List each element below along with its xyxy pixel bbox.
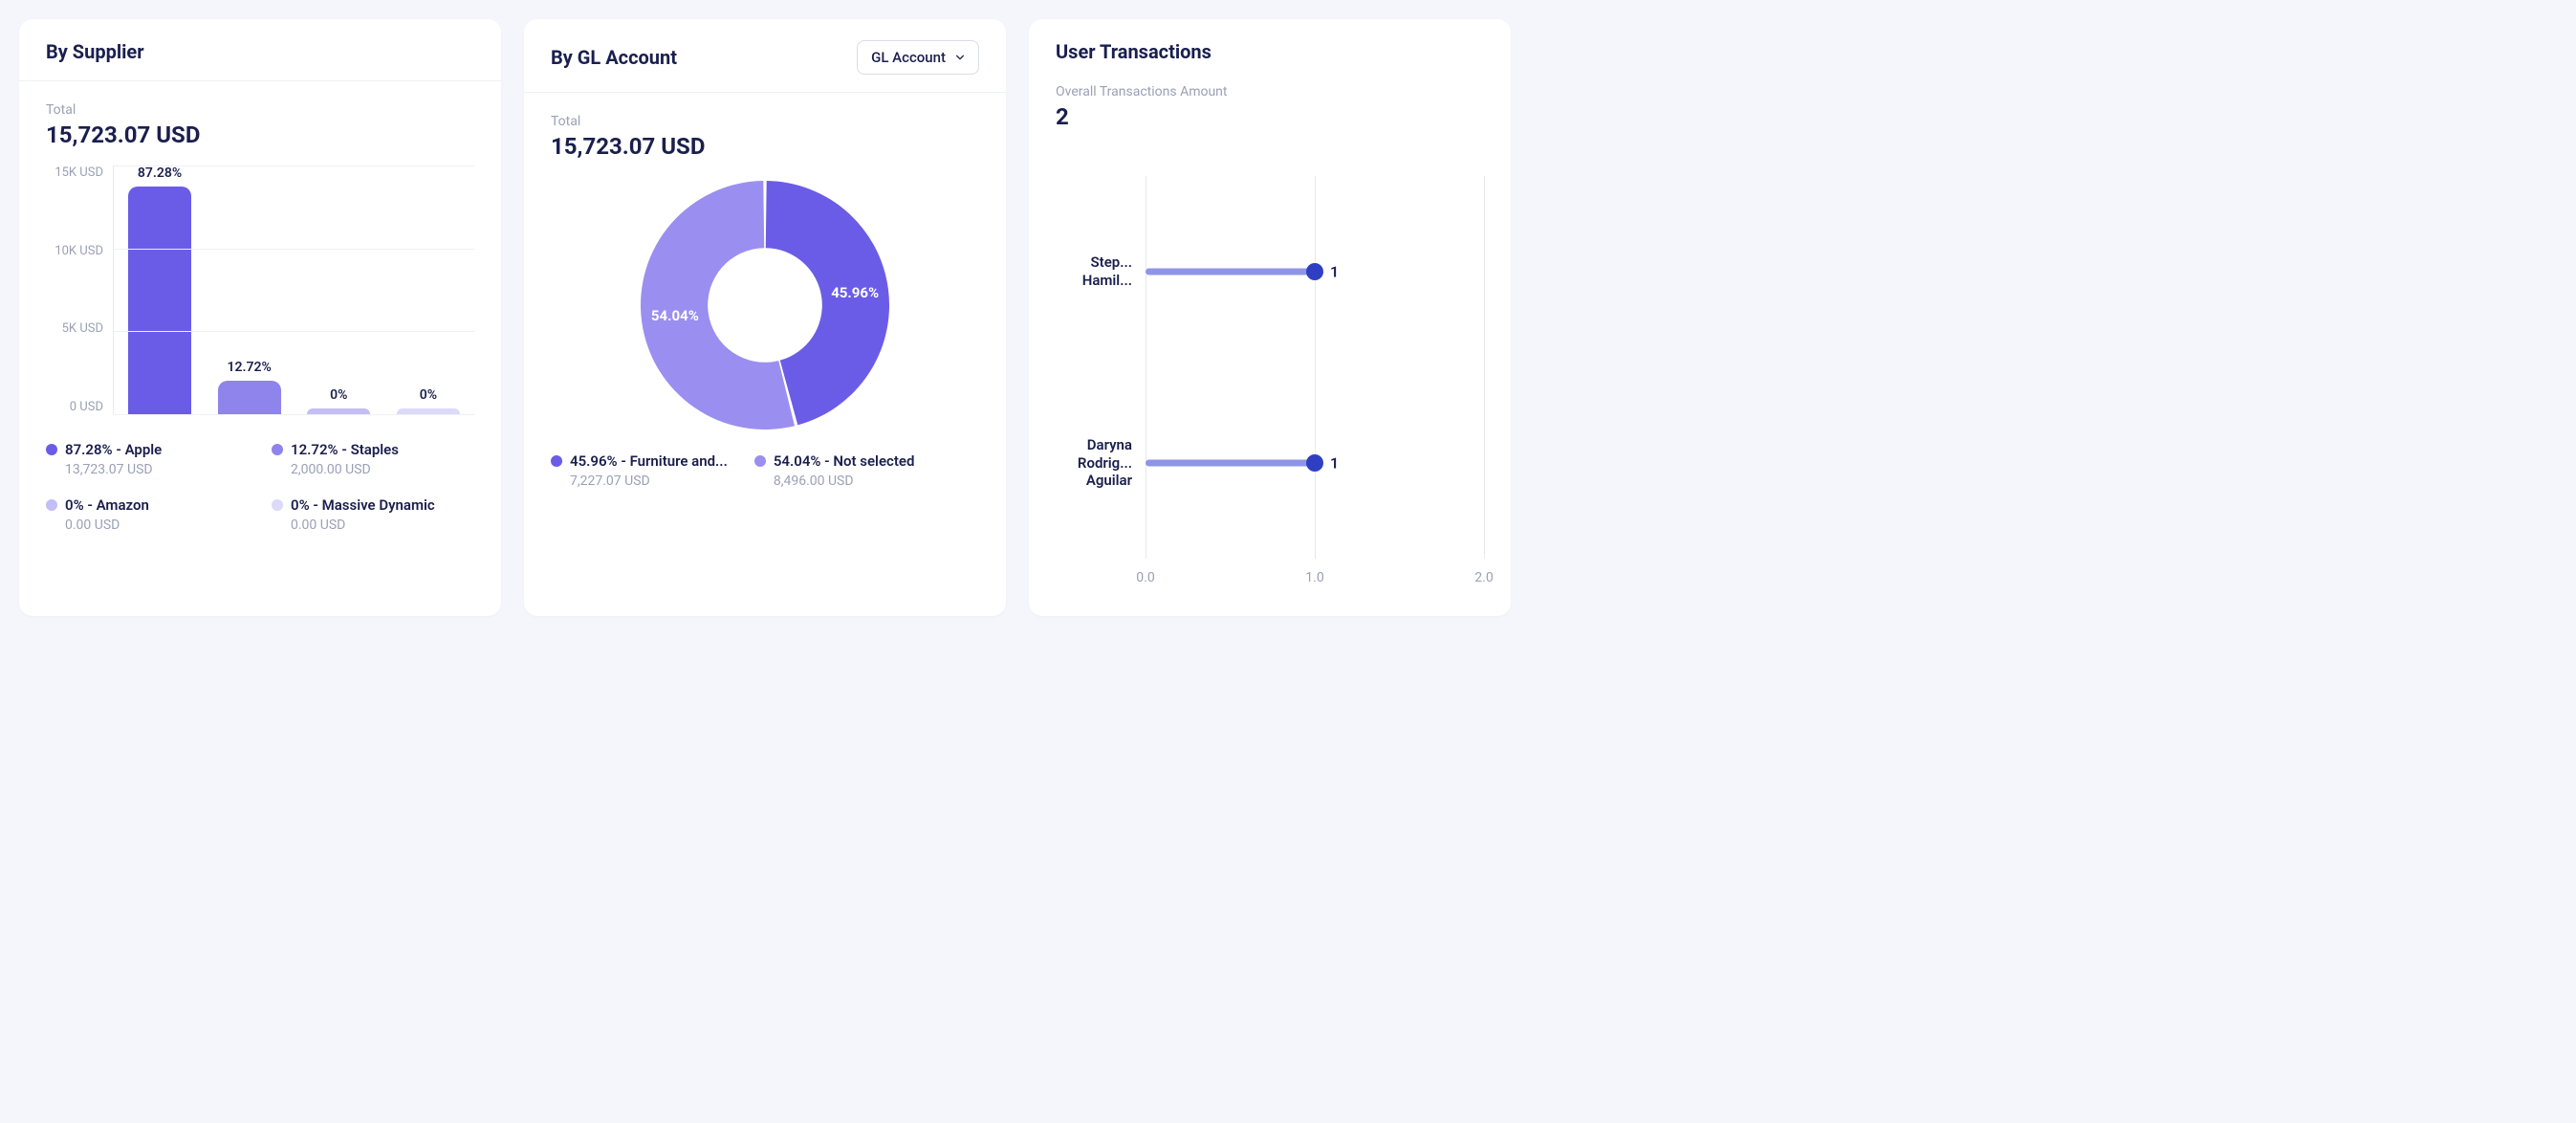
legend-label: 87.28% - Apple [65, 441, 162, 458]
total-value: 15,723.07 USD [46, 121, 474, 148]
card-by-supplier: By Supplier Total 15,723.07 USD 15K USD1… [19, 19, 501, 616]
y-tick-label: 15K USD [55, 165, 103, 180]
legend-subvalue: 0.00 USD [272, 517, 474, 533]
bar: 0% [397, 165, 460, 414]
legend-swatch [754, 455, 766, 467]
card-user-transactions: User Transactions Overall Transactions A… [1029, 19, 1511, 616]
bar-rect [128, 187, 191, 414]
card-body: Total 15,723.07 USD 45.96% 54.04% 45.96% … [524, 93, 1006, 616]
y-tick-label: 10K USD [55, 244, 103, 258]
legend-swatch [551, 455, 562, 467]
lollipop-dot [1306, 263, 1323, 280]
card-title: By Supplier [46, 40, 144, 63]
legend-swatch [272, 444, 283, 455]
legend-item: 0% - Amazon 0.00 USD [46, 496, 249, 533]
card-header: By Supplier [19, 19, 501, 81]
lollipop-track: 1 [1146, 260, 1484, 283]
dashboard: By Supplier Total 15,723.07 USD 15K USD1… [19, 19, 1511, 616]
x-tick-label: 1.0 [1305, 570, 1323, 585]
lollipop-x-axis: 0.01.02.0 [1056, 570, 1484, 589]
bar-plot-area: 87.28% 12.72% 0% 0% [113, 165, 474, 414]
donut-slice-label: 54.04% [651, 307, 699, 324]
legend-label: 0% - Amazon [65, 496, 149, 514]
total-label: Total [46, 102, 474, 118]
user-name: Step...Hamil... [1056, 253, 1132, 290]
donut-slice-label: 45.96% [831, 284, 879, 301]
legend-item: 45.96% - Furniture and... 7,227.07 USD [551, 452, 728, 489]
card-by-gl-account: By GL Account GL Account Total 15,723.07… [524, 19, 1006, 616]
donut-svg: 45.96% 54.04% [641, 181, 889, 429]
legend-subvalue: 2,000.00 USD [272, 462, 474, 477]
bar-value-label: 87.28% [138, 165, 182, 181]
legend-subvalue: 7,227.07 USD [551, 473, 728, 489]
bar-value-label: 12.72% [228, 360, 272, 375]
legend-label: 0% - Massive Dynamic [291, 496, 435, 514]
legend-subvalue: 0.00 USD [46, 517, 249, 533]
legend-swatch [272, 499, 283, 511]
user-name: DarynaRodrig...Aguilar [1056, 436, 1132, 490]
gridline [114, 331, 474, 332]
card-title: By GL Account [551, 46, 677, 69]
bar-y-axis: 15K USD 10K USD 5K USD 0 USD [46, 165, 113, 414]
lollipop-value-label: 1 [1330, 454, 1339, 473]
total-label: Overall Transactions Amount [1056, 84, 1484, 99]
legend-label: 45.96% - Furniture and... [570, 452, 728, 470]
lollipop-plot: Step...Hamil... 1 DarynaRodrig...Aguilar 1 [1056, 176, 1484, 559]
dropdown-label: GL Account [871, 49, 946, 66]
y-tick-label: 0 USD [70, 400, 103, 414]
lollipop-x-ticks: 0.01.02.0 [1146, 570, 1484, 589]
x-tick-label: 2.0 [1474, 570, 1493, 585]
lollipop-grid-overlay [1146, 176, 1484, 559]
legend-item: 12.72% - Staples 2,000.00 USD [272, 441, 474, 477]
bar-rect [218, 381, 281, 414]
legend-swatch [46, 444, 57, 455]
donut-chart: 45.96% 54.04% [551, 181, 979, 429]
lollipop-row: DarynaRodrig...Aguilar 1 [1056, 434, 1484, 492]
gridline [114, 165, 474, 166]
lollipop-stem [1146, 269, 1315, 275]
vertical-gridline [1484, 176, 1485, 559]
total-value: 2 [1056, 103, 1484, 130]
lollipop-dot [1306, 454, 1323, 472]
bar-value-label: 0% [420, 387, 437, 403]
gl-account-dropdown[interactable]: GL Account [857, 40, 979, 75]
bars-container: 87.28% 12.72% 0% 0% [114, 165, 474, 414]
total-label: Total [551, 114, 979, 129]
legend-subvalue: 8,496.00 USD [754, 473, 915, 489]
card-header: User Transactions [1029, 19, 1511, 63]
lollipop-row: Step...Hamil... 1 [1056, 243, 1484, 300]
total-value: 15,723.07 USD [551, 133, 979, 160]
card-body: Overall Transactions Amount 2 Step...Ham… [1029, 63, 1511, 616]
lollipop-stem [1146, 460, 1315, 467]
card-header: By GL Account GL Account [524, 19, 1006, 93]
gridline [114, 414, 474, 415]
gl-legend: 45.96% - Furniture and... 7,227.07 USD 54.… [551, 452, 979, 489]
bar: 12.72% [218, 165, 281, 414]
lollipop-track: 1 [1146, 451, 1484, 474]
y-tick-label: 5K USD [62, 321, 103, 336]
x-tick-label: 0.0 [1136, 570, 1154, 585]
chevron-down-icon [955, 53, 965, 62]
gridline [114, 249, 474, 250]
card-title: User Transactions [1056, 40, 1212, 63]
legend-swatch [46, 499, 57, 511]
bar: 87.28% [128, 165, 191, 414]
legend-item: 0% - Massive Dynamic 0.00 USD [272, 496, 474, 533]
vertical-gridline [1315, 176, 1316, 559]
legend-subvalue: 13,723.07 USD [46, 462, 249, 477]
card-body: Total 15,723.07 USD 15K USD 10K USD 5K USD… [19, 81, 501, 616]
bar-value-label: 0% [330, 387, 347, 403]
legend-item: 87.28% - Apple 13,723.07 USD [46, 441, 249, 477]
lollipop-chart: Step...Hamil...1DarynaRodrig...Aguilar1 … [1056, 176, 1484, 589]
supplier-legend: 87.28% - Apple 13,723.07 USD 12.72% - Stap… [46, 441, 474, 533]
bar-chart: 15K USD 10K USD 5K USD 0 USD 87.28% 12.72% 0%… [46, 165, 474, 414]
bar: 0% [307, 165, 370, 414]
legend-label: 54.04% - Not selected [774, 452, 915, 470]
legend-label: 12.72% - Staples [291, 441, 399, 458]
legend-item: 54.04% - Not selected 8,496.00 USD [754, 452, 915, 489]
lollipop-value-label: 1 [1330, 263, 1339, 281]
